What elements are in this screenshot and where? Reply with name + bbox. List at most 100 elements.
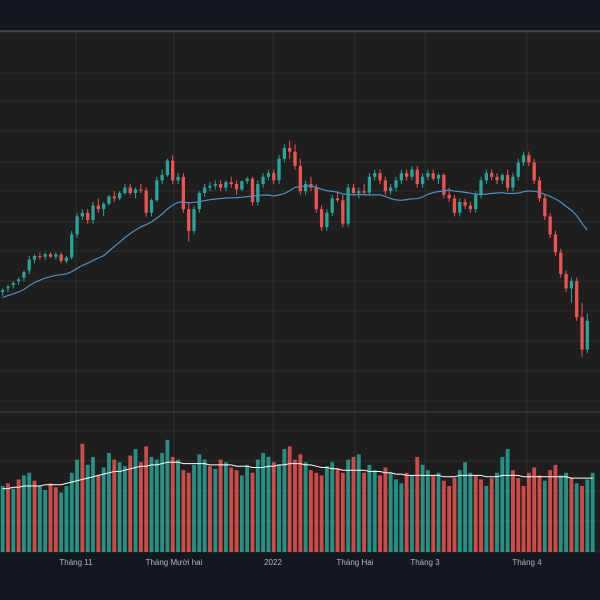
candle-body (133, 189, 138, 193)
candle-body (500, 175, 504, 181)
volume-bar (521, 486, 526, 552)
candle-body (86, 212, 90, 220)
volume-bar (346, 459, 351, 552)
volume-bar (186, 472, 191, 552)
volume-bar (59, 492, 64, 552)
candle-body (383, 180, 388, 192)
volume-bar (0, 486, 5, 552)
volume-bar (107, 453, 111, 552)
volume-bar (431, 475, 436, 552)
volume-bar (138, 462, 143, 552)
candle-body (303, 184, 308, 192)
candle-body (495, 176, 499, 181)
candle-body (22, 272, 26, 278)
candle-body (298, 166, 302, 192)
volume-bar (96, 475, 101, 552)
volume-bar (452, 478, 457, 552)
volume-bar (569, 478, 574, 552)
x-axis: Tháng 11 Tháng Mười hai 2022 Tháng Hai T… (59, 558, 542, 567)
candle-body (245, 178, 249, 182)
volume-bar (447, 486, 452, 552)
candle-body (389, 187, 393, 192)
candle-body (585, 320, 589, 350)
candle-body (272, 173, 276, 181)
volume-bar (64, 486, 69, 552)
candle-body (128, 187, 132, 193)
candle-body (516, 162, 520, 177)
candle-body (192, 209, 196, 231)
candle-body (96, 205, 100, 210)
volume-bar (144, 446, 149, 552)
candle-body (240, 181, 244, 190)
candle-body (330, 198, 334, 213)
candle-body (282, 148, 287, 159)
x-tick-label: Tháng Hai (337, 558, 374, 567)
candle-body (373, 173, 377, 177)
candle-body (436, 175, 441, 179)
volume-bar (234, 470, 239, 552)
volume-bar (91, 456, 95, 552)
volume-bar (223, 462, 228, 552)
candle-body (474, 194, 478, 210)
candle-body (564, 274, 568, 289)
candle-body (415, 169, 419, 184)
candle-body (27, 259, 31, 271)
candle-body (107, 196, 111, 204)
candle-body (420, 176, 425, 184)
volume-bar (53, 487, 58, 552)
volume-bar (133, 449, 138, 552)
candle-body (484, 173, 488, 181)
volume-bar (165, 439, 170, 552)
candle-body (64, 257, 69, 262)
candle-body (426, 173, 430, 177)
candle-body (202, 187, 207, 193)
candle-body (234, 184, 239, 190)
volume-bar (255, 459, 260, 552)
volume-bar (511, 470, 515, 552)
candle-body (410, 169, 414, 177)
volume-bar (37, 486, 42, 552)
volume-bar (170, 456, 175, 552)
volume-bar (277, 464, 281, 552)
volume-bar (229, 467, 234, 552)
volume-bar (420, 464, 425, 552)
candle-body (537, 180, 542, 199)
volume-bar (473, 475, 478, 552)
candle-body (351, 187, 356, 193)
volume-bar (32, 480, 37, 552)
volume-bar (266, 456, 271, 552)
candle-body (357, 191, 361, 193)
volume-bar (197, 454, 202, 552)
volume-bar (309, 470, 313, 552)
candle-body (468, 205, 473, 210)
volume-bar (468, 472, 473, 552)
volume-bar (149, 456, 154, 552)
candle-body (458, 202, 462, 213)
candle-body (288, 148, 292, 152)
volume-bar (27, 472, 32, 552)
volume-bar (213, 468, 218, 552)
candle-body (505, 175, 510, 188)
candle-body (181, 176, 186, 210)
volume-bar (250, 472, 255, 552)
x-tick-label: Tháng Mười hai (146, 558, 203, 567)
candle-body (149, 200, 154, 213)
volume-bar (303, 462, 308, 552)
volume-bar (340, 472, 345, 552)
candle-body (521, 155, 526, 163)
candle-body (218, 184, 223, 188)
candle-body (70, 234, 74, 258)
volume-bar (69, 472, 74, 552)
volume-bar (176, 459, 180, 552)
candle-body (463, 202, 467, 206)
volume-bar (330, 462, 335, 552)
volume-bar (117, 462, 122, 552)
candle-body (1, 290, 5, 292)
candle-body (11, 283, 15, 285)
candle-body (59, 254, 63, 262)
x-tick-label: 2022 (264, 558, 282, 567)
volume-bar (415, 456, 420, 552)
candle-body (527, 155, 531, 163)
candle-body (559, 252, 563, 274)
